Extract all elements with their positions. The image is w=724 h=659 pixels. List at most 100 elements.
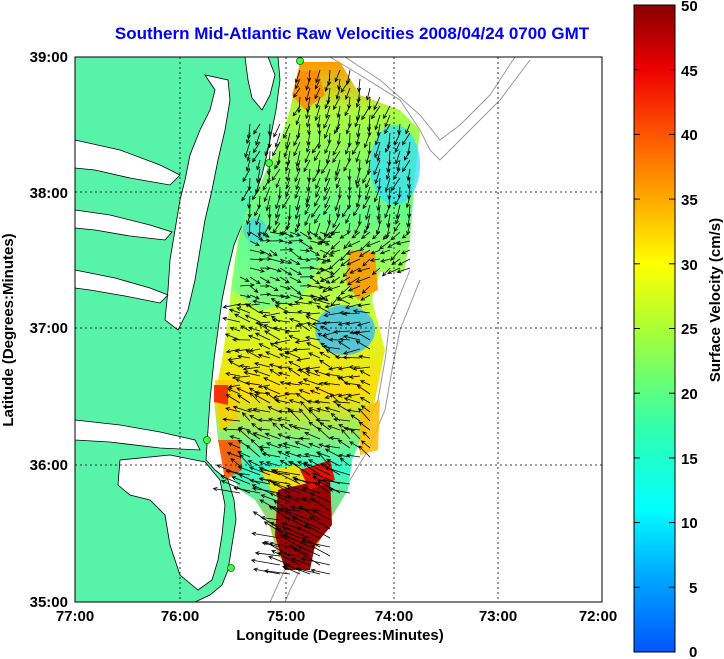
velocity-arrow [329, 249, 341, 254]
velocity-arrow [233, 313, 251, 323]
velocity-arrow [328, 337, 341, 342]
velocity-arrow [292, 347, 311, 352]
velocity-arrow [308, 352, 321, 359]
velocity-arrow [383, 105, 391, 120]
velocity-arrow [252, 150, 261, 163]
velocity-arrow [279, 508, 301, 521]
velocity-arrow [334, 159, 341, 177]
velocity-arrow [319, 231, 333, 238]
x-axis-label: Longitude (Degrees:Minutes) [236, 627, 444, 644]
velocity-arrow [327, 285, 341, 291]
velocity-arrow [332, 141, 341, 156]
velocity-arrow [249, 478, 271, 485]
velocity-arrow [329, 393, 341, 404]
velocity-arrow [253, 567, 281, 575]
velocity-arrow [379, 240, 391, 250]
velocity-arrow [246, 430, 261, 440]
velocity-arrow [387, 240, 401, 248]
colorbar-tick-label: 30 [681, 257, 698, 274]
velocity-arrow [407, 177, 412, 189]
velocity-arrow [307, 300, 321, 305]
velocity-arrow [323, 204, 331, 216]
velocity-arrow [342, 267, 351, 278]
velocity-arrow [257, 427, 271, 432]
velocity-arrow [369, 257, 381, 263]
velocity-arrow [318, 381, 331, 387]
velocity-arrow [279, 534, 301, 548]
velocity-arrow [311, 509, 331, 521]
velocity-arrow [405, 123, 411, 135]
velocity-arrow [299, 283, 312, 288]
velocity-arrow [355, 132, 361, 146]
velocity-arrow [253, 362, 271, 368]
velocity-arrow [274, 159, 281, 170]
velocity-arrow [269, 267, 282, 273]
velocity-arrow [306, 322, 321, 332]
velocity-arrow [355, 96, 361, 108]
velocity-arrow [237, 465, 261, 476]
velocity-arrow [285, 517, 311, 530]
velocity-arrow [255, 320, 271, 325]
velocity-arrow [316, 407, 331, 413]
velocity-arrow [275, 527, 301, 539]
velocity-arrow [245, 350, 261, 359]
velocity-arrow [338, 424, 351, 431]
velocity-arrow [405, 195, 411, 209]
velocity-arrow [382, 267, 391, 277]
velocity-arrow [286, 381, 301, 386]
velocity-arrow [298, 389, 311, 395]
velocity-arrow [327, 425, 341, 431]
velocity-arrow [315, 69, 321, 84]
velocity-arrow [308, 407, 321, 413]
velocity-arrow [289, 276, 302, 283]
velocity-arrow [355, 276, 371, 283]
y-axis-label: Latitude (Degrees:Minutes) [0, 233, 17, 426]
velocity-arrow [258, 310, 271, 315]
velocity-arrow [225, 394, 241, 404]
velocity-arrow [324, 448, 341, 458]
velocity-arrow [334, 69, 341, 83]
velocity-arrow [391, 258, 401, 266]
velocity-arrow [254, 204, 261, 217]
velocity-arrow [222, 303, 241, 309]
velocity-arrow [361, 285, 371, 294]
velocity-arrow [299, 240, 314, 250]
velocity-arrow [333, 96, 341, 111]
colorbar-tick-label: 5 [689, 580, 697, 597]
velocity-arrow [284, 510, 311, 521]
velocity-arrow [296, 96, 302, 114]
velocity-arrow [308, 516, 331, 530]
velocity-arrow [337, 340, 351, 350]
velocity-arrow [364, 186, 371, 201]
velocity-arrow [238, 474, 261, 485]
velocity-arrow [294, 339, 311, 344]
velocity-arrow [350, 414, 361, 422]
velocity-arrow [269, 258, 285, 264]
velocity-arrow [289, 258, 301, 265]
velocity-arrow [279, 423, 291, 431]
velocity-arrow [305, 87, 311, 102]
velocity-arrow [304, 213, 311, 227]
velocity-arrow [263, 186, 271, 203]
velocity-arrow [406, 168, 411, 182]
velocity-arrow [234, 348, 251, 353]
velocity-arrow [325, 372, 341, 377]
velocity-arrow [252, 407, 271, 413]
velocity-arrow [250, 438, 261, 449]
velocity-arrow [236, 307, 251, 314]
velocity-arrow [321, 321, 341, 326]
velocity-arrow [228, 308, 241, 314]
velocity-arrow [353, 204, 361, 217]
velocity-arrow [231, 375, 251, 380]
velocity-arrow [246, 150, 251, 162]
velocity-arrow [314, 222, 321, 238]
velocity-arrow [258, 323, 271, 332]
velocity-arrow [269, 276, 281, 282]
velocity-arrow [294, 186, 301, 200]
velocity-arrow [232, 337, 251, 342]
velocity-arrow [401, 159, 411, 173]
velocity-arrow [360, 231, 371, 239]
map-title: Southern Mid-Atlantic Raw Velocities 200… [114, 24, 590, 43]
velocity-arrow [324, 466, 351, 476]
velocity-arrow [347, 393, 361, 398]
